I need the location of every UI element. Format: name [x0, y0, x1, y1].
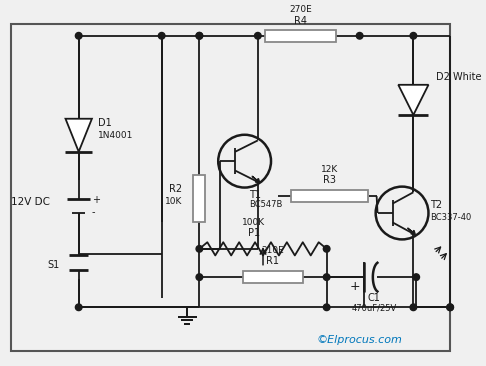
FancyArrow shape — [252, 176, 260, 183]
Text: T2: T2 — [430, 201, 442, 210]
Polygon shape — [66, 119, 92, 152]
Text: S1: S1 — [48, 260, 60, 270]
Circle shape — [75, 33, 82, 39]
Text: 12V DC: 12V DC — [11, 197, 50, 207]
Text: D1: D1 — [98, 119, 111, 128]
Circle shape — [196, 274, 203, 280]
Text: 12K: 12K — [321, 165, 338, 174]
Text: BC547B: BC547B — [249, 200, 283, 209]
Text: 10K: 10K — [165, 197, 182, 206]
Circle shape — [410, 304, 417, 311]
Text: 270E: 270E — [289, 5, 312, 14]
Text: R2: R2 — [169, 184, 182, 194]
Text: ©Elprocus.com: ©Elprocus.com — [317, 335, 402, 345]
Circle shape — [323, 304, 330, 311]
Text: +: + — [349, 280, 360, 293]
Circle shape — [447, 304, 453, 311]
Circle shape — [196, 33, 203, 39]
Text: R4: R4 — [294, 16, 307, 26]
Circle shape — [196, 246, 203, 252]
Circle shape — [158, 33, 165, 39]
Circle shape — [323, 246, 330, 252]
Circle shape — [75, 304, 82, 311]
Bar — [243, 271, 303, 283]
Text: 1N4001: 1N4001 — [98, 131, 133, 140]
Circle shape — [447, 304, 453, 311]
Text: 470uF/25V: 470uF/25V — [351, 304, 397, 313]
Text: R1: R1 — [266, 256, 279, 266]
Circle shape — [410, 33, 417, 39]
Text: R3: R3 — [323, 175, 336, 185]
Bar — [291, 190, 368, 202]
Circle shape — [196, 33, 203, 39]
Text: T1: T1 — [249, 190, 261, 200]
Circle shape — [255, 33, 261, 39]
Text: +: + — [92, 195, 100, 205]
Text: P1: P1 — [247, 228, 260, 238]
Circle shape — [323, 274, 330, 280]
Bar — [193, 175, 206, 223]
Text: C1: C1 — [367, 293, 380, 303]
Text: 210E: 210E — [261, 246, 284, 255]
Circle shape — [413, 274, 419, 280]
Text: 100K: 100K — [242, 218, 265, 227]
Text: BC337-40: BC337-40 — [430, 213, 471, 222]
Circle shape — [356, 33, 363, 39]
Polygon shape — [399, 85, 429, 115]
Bar — [265, 30, 336, 42]
FancyArrow shape — [408, 228, 416, 235]
Text: D2 White: D2 White — [436, 72, 482, 82]
Text: -: - — [92, 207, 95, 217]
